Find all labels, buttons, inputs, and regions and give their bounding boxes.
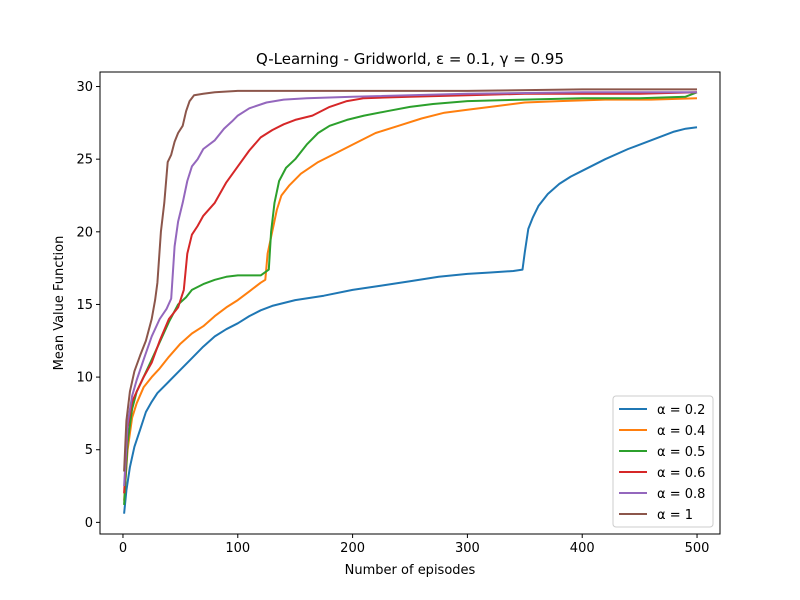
x-axis-ticks: 0 100 200 300 400 500 xyxy=(119,534,710,556)
chart-title: Q-Learning - Gridworld, ε = 0.1, γ = 0.9… xyxy=(256,50,564,68)
series-line-2 xyxy=(123,97,698,501)
y-tick-label: 15 xyxy=(76,298,93,313)
y-axis-label: Mean Value Function xyxy=(52,236,67,371)
legend-label-1: α = 0.2 xyxy=(657,403,705,418)
legend-items: α = 0.2 α = 0.4 α = 0.5 α = 0.6 α = 0.8 α = 1 xyxy=(619,403,705,523)
series-line-6 xyxy=(123,88,697,472)
series-line-1 xyxy=(123,126,698,514)
x-axis-label: Number of episodes xyxy=(345,563,476,578)
y-tick-label: 25 xyxy=(76,153,93,168)
x-tick-label: 300 xyxy=(455,541,480,556)
y-tick-label: 10 xyxy=(76,371,93,386)
y-tick-label: 0 xyxy=(85,516,93,531)
legend-label-2: α = 0.4 xyxy=(657,424,705,439)
x-tick-label: 200 xyxy=(340,541,365,556)
plot-area-frame xyxy=(99,71,721,535)
y-tick-label: 30 xyxy=(76,80,93,95)
series-line-4 xyxy=(123,91,698,494)
legend-label-5: α = 0.8 xyxy=(657,487,705,502)
x-tick-label: 400 xyxy=(570,541,595,556)
x-tick-label: 0 xyxy=(119,541,127,556)
legend-label-3: α = 0.5 xyxy=(657,445,705,460)
x-tick-label: 500 xyxy=(685,541,710,556)
legend-label-4: α = 0.6 xyxy=(657,466,705,481)
series-lines xyxy=(123,88,698,514)
series-line-5 xyxy=(123,91,697,487)
legend-frame xyxy=(612,395,714,528)
y-tick-label: 5 xyxy=(85,443,93,458)
x-tick-label: 100 xyxy=(225,541,250,556)
legend-label-6: α = 1 xyxy=(657,508,693,523)
legend: α = 0.2 α = 0.4 α = 0.5 α = 0.6 α = 0.8 α = 1 xyxy=(612,395,714,528)
y-tick-label: 20 xyxy=(76,225,93,240)
series-line-3 xyxy=(123,91,698,505)
y-axis-ticks: 0 5 10 15 20 25 30 xyxy=(76,80,100,531)
